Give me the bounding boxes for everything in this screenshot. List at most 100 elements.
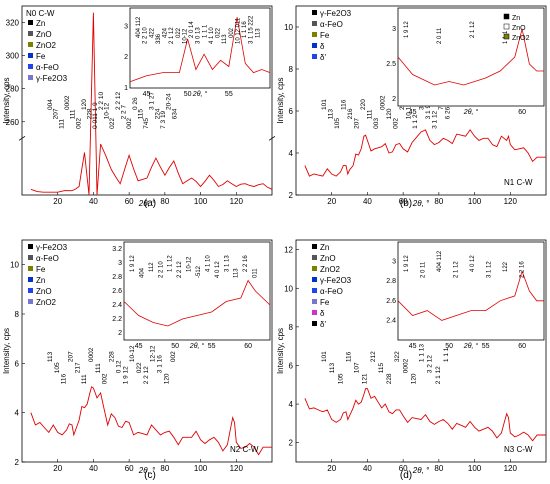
x-tick-label: 120: [504, 464, 518, 473]
inset-peak-label: 2 2 10: [158, 261, 164, 278]
peak-label: 207: [354, 118, 361, 129]
peak-label: 107: [354, 362, 361, 373]
legend-entry: Zn: [36, 276, 45, 285]
inset-peak-label: 002: [229, 27, 235, 38]
panel-caption: (d): [400, 470, 412, 481]
y-tick-label: 2: [289, 439, 294, 448]
peak-label: 113: [47, 351, 54, 362]
x-tick-label: 100: [194, 464, 208, 473]
x-tick-label: 120: [504, 197, 518, 206]
y-tick-label: 260: [6, 118, 20, 127]
peak-label: 228: [87, 108, 94, 119]
peak-label: 113: [329, 362, 336, 373]
data-series-line: [30, 12, 273, 196]
peak-label: 228: [109, 351, 116, 362]
axis-break: [18, 135, 26, 141]
peak-label: 116: [341, 99, 348, 110]
x-tick-label: 80: [434, 197, 443, 206]
inset-y-tick-label: 2.2: [112, 316, 122, 323]
inset-y-tick-label: 2: [124, 54, 128, 61]
inset-y-tick-label: 3: [392, 26, 396, 33]
legend-marker: [28, 31, 33, 36]
legend-entry: ZnO: [320, 254, 336, 263]
peak-label: 105: [54, 362, 61, 373]
sample-label: N1 C-W: [504, 178, 533, 187]
legend-marker: [312, 10, 317, 15]
inset-peak-label: 3 1 13: [224, 255, 230, 272]
peak-label: 2 2 10: [98, 92, 105, 110]
peak-label: 101: [321, 99, 328, 110]
x-tick-label: 40: [89, 197, 98, 206]
inset-peak-label: 2 2 12: [177, 261, 183, 278]
x-tick-label: 120: [230, 197, 244, 206]
legend-entry: γ-Fe2O3: [36, 74, 68, 83]
inset-series-line: [397, 28, 544, 86]
peak-label: 002: [126, 118, 133, 129]
legend-marker: [28, 255, 33, 260]
x-tick-label: 80: [160, 197, 169, 206]
inset-peak-label: 022: [216, 27, 222, 38]
inset-y-tick-label: 2.6: [112, 288, 122, 295]
peak-label: 0002: [88, 347, 95, 362]
x-axis-label: 2θ, °: [138, 466, 156, 475]
peak-label: 216: [347, 108, 354, 119]
inset-x-tick-label: 60: [518, 109, 526, 116]
sample-label: N0 C-W: [26, 9, 55, 18]
peak-label: 003: [373, 118, 380, 129]
inset-series-line: [123, 279, 271, 327]
inset-y-tick-label: 2: [392, 96, 396, 103]
inset-peak-label: 2 0 14: [189, 21, 195, 38]
y-tick-label: 6: [289, 107, 294, 116]
peak-label: 2 1 12: [435, 366, 442, 384]
legend-marker: [28, 42, 33, 47]
peak-label: 101: [321, 351, 328, 362]
inset-peak-label: 1 1 1: [202, 24, 208, 38]
legend-marker: [312, 21, 317, 26]
legend-marker: [312, 43, 317, 48]
inset-x-tick-label: 50: [445, 343, 453, 350]
peak-label: 121: [362, 373, 369, 384]
peak-label: 10-12: [129, 345, 136, 362]
peak-label: 1 1 13: [419, 344, 426, 362]
x-tick-label: 60: [399, 197, 408, 206]
peak-label: 3 1 9: [425, 105, 432, 120]
peak-label: 0 26: [132, 97, 139, 110]
inset-plot: 45 50 55 60 2.4 2.6 2.8 3 2θ, ° 1 9 12 2 0 11 404 1…: [386, 241, 545, 350]
legend-entry: α-FeO: [320, 287, 343, 296]
inset-x-tick-label: 45: [143, 91, 151, 98]
x-tick-label: 60: [125, 464, 134, 473]
inset-peak-label: 2 2 10: [143, 27, 149, 44]
inset-peak-label: 2 2 16: [520, 261, 526, 278]
peak-label: 022: [109, 118, 116, 129]
chart-panel-2: 2 4 6 8 10 20 40 60 80 100 120 2θ, ° Intensity, cps N…: [276, 5, 547, 209]
legend-marker: [312, 32, 317, 37]
inset-peak-label: 1 9 12: [130, 255, 136, 272]
inset-frame: [397, 241, 545, 341]
legend-entry: γ-Fe2O3: [36, 243, 68, 252]
legend-marker: [312, 310, 317, 315]
legend-marker: [312, 54, 317, 59]
inset-x-tick-label: 55: [208, 343, 216, 350]
peak-label: 120: [410, 373, 417, 384]
y-axis-label: Intensity, cps: [2, 328, 11, 374]
inset-peak-label: 2 1 12: [169, 27, 175, 44]
y-tick-label: 280: [6, 85, 20, 94]
peak-label: 002: [102, 373, 109, 384]
plot-frame: [21, 239, 273, 463]
y-tick-label: 2: [289, 191, 294, 200]
data-series-line: [30, 386, 272, 456]
x-tick-label: 60: [399, 464, 408, 473]
peak-label: 002: [393, 118, 400, 129]
y-tick-label: 10: [284, 284, 293, 293]
legend-entry: Zn: [320, 243, 329, 252]
inset-peak-label: 2 0 11: [437, 27, 443, 44]
inset-x-axis-label: 2θ, °: [192, 90, 208, 98]
legend-entry: δ': [320, 53, 326, 62]
inset-peak-label: 3 0 13: [196, 27, 202, 44]
plot-frame: [295, 5, 547, 196]
inset-y-tick-label: 2.4: [386, 317, 396, 324]
inset-peak-label: 3 1 12: [487, 261, 493, 278]
legend-marker: [28, 266, 33, 271]
